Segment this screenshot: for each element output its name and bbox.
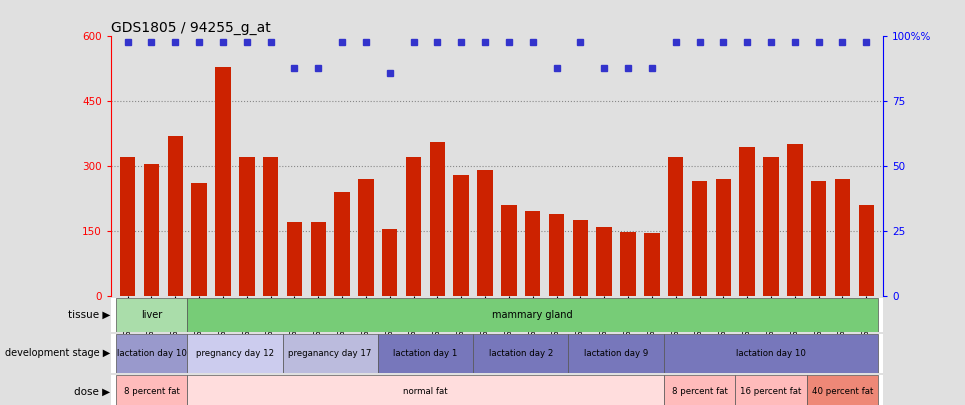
Bar [664,375,735,405]
Text: liver: liver [141,310,162,320]
Bar [620,232,636,296]
Text: GDS1805 / 94255_g_at: GDS1805 / 94255_g_at [111,21,271,35]
Bar [454,175,469,296]
Bar [644,233,660,296]
Text: pregnancy day 12: pregnancy day 12 [196,349,274,358]
Bar [187,298,878,332]
Bar [382,229,398,296]
Bar [735,375,807,405]
Text: development stage ▶: development stage ▶ [5,348,111,358]
Text: dose ▶: dose ▶ [74,387,111,397]
Bar [549,213,565,296]
Bar [787,145,803,296]
Bar [859,205,874,296]
Bar [811,181,826,296]
Bar [215,67,231,296]
Text: lactation day 10: lactation day 10 [736,349,806,358]
Bar [378,334,473,373]
Bar [116,334,187,373]
Bar [334,192,350,296]
Text: normal fat: normal fat [403,387,448,396]
Bar [501,205,516,296]
Text: mammary gland: mammary gland [492,310,573,320]
Bar [311,222,326,296]
Bar [473,334,568,373]
Bar [692,181,707,296]
Text: 16 percent fat: 16 percent fat [740,387,802,396]
Bar [287,222,302,296]
Bar [525,211,540,296]
Bar [120,158,135,296]
Bar [835,179,850,296]
Bar [763,158,779,296]
Bar [262,158,278,296]
Bar [807,375,878,405]
Text: lactation day 1: lactation day 1 [394,349,457,358]
Bar [664,334,878,373]
Bar [572,220,588,296]
Text: 40 percent fat: 40 percent fat [812,387,873,396]
Bar [187,334,283,373]
Bar [668,158,683,296]
Bar [358,179,373,296]
Text: 8 percent fat: 8 percent fat [672,387,728,396]
Bar [116,298,187,332]
Text: 8 percent fat: 8 percent fat [124,387,179,396]
Bar [716,179,731,296]
Bar [187,375,664,405]
Bar [406,158,422,296]
Bar [568,334,664,373]
Bar [144,164,159,296]
Bar [191,183,207,296]
Bar [116,375,187,405]
Bar [168,136,183,296]
Bar [739,147,755,296]
Text: tissue ▶: tissue ▶ [69,310,111,320]
Bar [283,334,378,373]
Text: lactation day 2: lactation day 2 [488,349,553,358]
Bar [429,142,445,296]
Bar [478,171,493,296]
Bar [239,158,255,296]
Text: preganancy day 17: preganancy day 17 [289,349,372,358]
Text: lactation day 10: lactation day 10 [117,349,186,358]
Text: lactation day 9: lactation day 9 [584,349,648,358]
Bar [596,226,612,296]
